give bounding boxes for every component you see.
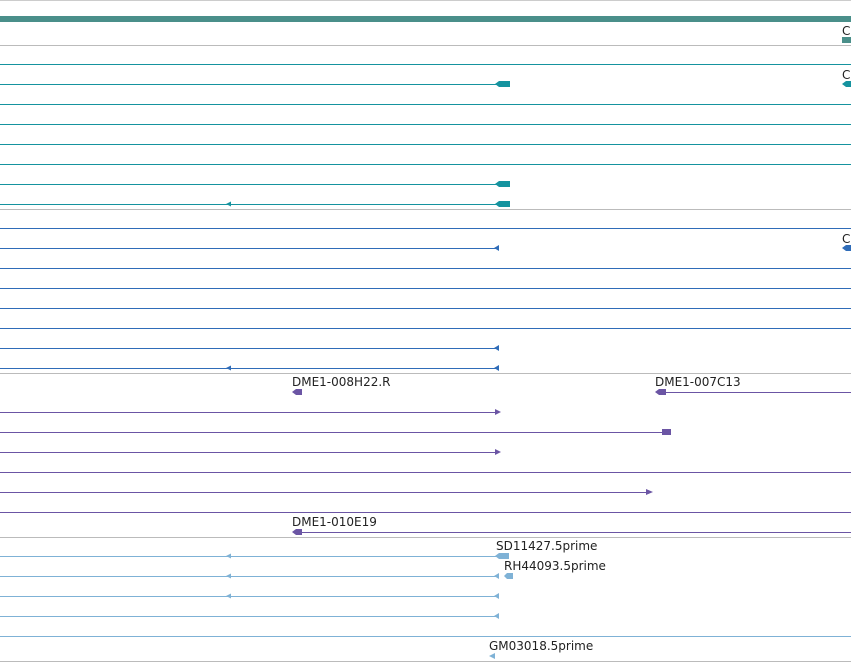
edge-feature-2[interactable] (842, 81, 851, 87)
lightblue-arrow-3[interactable] (494, 593, 499, 599)
purple-box-1[interactable] (662, 429, 671, 435)
blue-arrow-1[interactable] (494, 245, 499, 251)
teal-small-arrow[interactable] (226, 201, 231, 207)
teal-arrow-1[interactable] (495, 81, 510, 87)
edge-label-c-2: C (842, 68, 850, 82)
lightblue-arrow-4[interactable] (494, 613, 499, 619)
blue-arrow-2[interactable] (494, 345, 499, 351)
lightblue-feature-sd11427[interactable] (495, 553, 509, 559)
label-dme1-008h22-r: DME1-008H22.R (292, 375, 391, 389)
label-sd11427-5prime: SD11427.5prime (496, 539, 597, 553)
edge-label-c-3: C (842, 232, 850, 246)
purple-arrow-3[interactable] (495, 449, 501, 455)
lightblue-small-arrow-3[interactable] (226, 593, 231, 599)
purple-feature-007c13[interactable] (655, 389, 666, 395)
purple-feature-008h22[interactable] (292, 389, 302, 395)
top-band (0, 16, 851, 22)
label-dme1-010e19: DME1-010E19 (292, 515, 377, 529)
edge-feature-3[interactable] (842, 245, 851, 251)
blue-arrow-3[interactable] (494, 365, 499, 371)
edge-feature-1[interactable] (842, 37, 851, 43)
lightblue-feature-rh44093[interactable] (504, 573, 513, 579)
blue-small-arrow[interactable] (226, 365, 231, 371)
purple-arrow-5[interactable] (646, 489, 653, 495)
label-rh44093-5prime: RH44093.5prime (504, 559, 606, 573)
label-gm03018-5prime: GM03018.5prime (489, 639, 593, 653)
edge-label-c-1: C (842, 24, 850, 38)
teal-arrow-3[interactable] (495, 201, 510, 207)
lightblue-arrow-2[interactable] (494, 573, 499, 579)
lightblue-feature-gm03018[interactable] (489, 653, 495, 659)
purple-arrow-1[interactable] (495, 409, 501, 415)
lightblue-small-arrow-2[interactable] (226, 573, 231, 579)
lightblue-small-arrow-1[interactable] (226, 553, 231, 559)
teal-arrow-2[interactable] (495, 181, 510, 187)
purple-feature-010e19[interactable] (292, 529, 302, 535)
label-dme1-007c13: DME1-007C13 (655, 375, 741, 389)
